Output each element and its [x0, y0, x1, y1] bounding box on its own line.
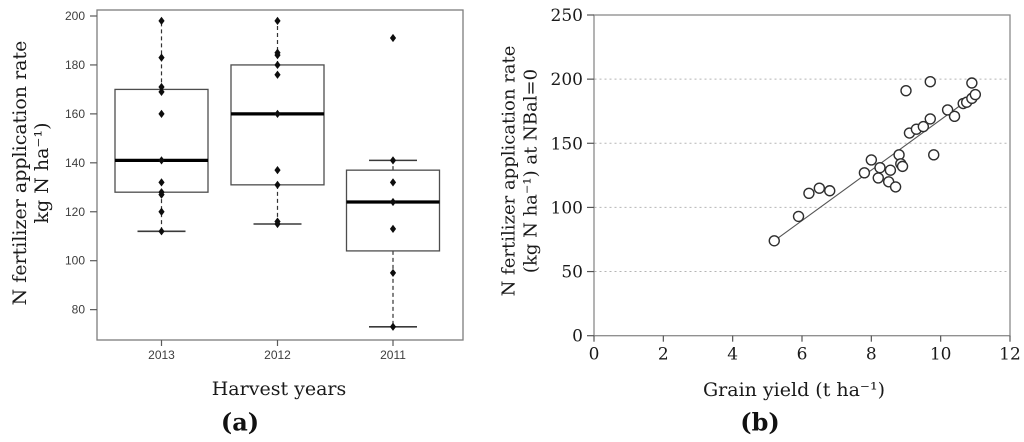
data-point-diamond: [389, 197, 397, 207]
panel-a-x-tick-label: 2011: [380, 348, 406, 362]
panel-b-plot-border: [593, 14, 1011, 337]
data-point-diamond: [274, 51, 281, 60]
trend-line: [770, 92, 978, 244]
data-point-diamond: [158, 190, 165, 199]
scatter-point: [884, 164, 897, 176]
data-point-diamond: [158, 156, 165, 165]
panel-a-y-tick-label: 120: [65, 205, 85, 219]
panel-b-x-tick-label: 4: [727, 345, 738, 365]
data-point-diamond: [158, 178, 165, 187]
data-point-diamond: [274, 60, 281, 70]
scatter-point: [872, 172, 884, 184]
panel-b-x-tick-label: 0: [589, 345, 600, 365]
scatter-point: [813, 182, 826, 194]
panel-a-x-tick-label: 2012: [264, 348, 291, 362]
panel-a-letter: (a): [220, 407, 260, 437]
scatter-point: [924, 113, 936, 125]
panel-b-x-tick-label: 10: [930, 345, 952, 365]
panel-a-x-axis-label: Harvest years: [211, 378, 347, 400]
scatter-point: [889, 181, 902, 193]
panel-b-y-axis-label-line2: (kg N ha⁻¹) at NBal=0: [520, 68, 542, 274]
data-point-diamond: [389, 322, 397, 331]
data-point-diamond: [274, 109, 281, 118]
panel-b-y-axis-label-line1: N fertilizer application rate: [498, 45, 520, 297]
panel-b-x-axis-label: Grain yield (t ha⁻¹): [703, 379, 885, 401]
scatter-point: [803, 187, 815, 200]
panel-b-x-tick-label: 6: [797, 345, 808, 365]
panel-b-y-tick-label: 100: [551, 198, 583, 218]
scatter-point: [792, 210, 805, 223]
panel-b-y-tick-label: 50: [561, 263, 583, 283]
data-point-diamond: [158, 109, 165, 118]
data-point-diamond: [158, 227, 165, 236]
scatter-point: [768, 235, 780, 247]
scatter-point: [924, 76, 936, 88]
scatter-point: [917, 120, 930, 133]
data-point-diamond: [158, 82, 165, 92]
panel-b-y-tick-label: 200: [551, 70, 583, 90]
scatter-point: [948, 110, 961, 123]
scatter-point: [896, 160, 909, 173]
data-point-diamond: [158, 16, 165, 25]
scatter-point: [941, 104, 954, 116]
data-point-diamond: [389, 268, 397, 278]
box: [345, 169, 441, 252]
data-point-diamond: [274, 219, 281, 229]
data-point-diamond: [274, 16, 281, 25]
panel-a-y-tick-label: 180: [65, 58, 85, 72]
panel-b-x-tick-label: 2: [658, 345, 669, 365]
panel-b-y-tick-label: 0: [572, 327, 583, 347]
boxplot-panel-a: 80 100 120 140 160 180 200 2013 2012 2011: [65, 9, 464, 362]
data-point-diamond: [389, 224, 397, 233]
panel-a-y-tick-label: 140: [65, 156, 85, 170]
data-point-diamond: [274, 70, 281, 79]
panel-b-y-tick-label: 250: [551, 6, 583, 26]
panel-a-y-tick-label: 80: [72, 303, 86, 317]
scatter-point: [966, 77, 978, 89]
data-point-diamond: [389, 178, 397, 187]
data-point-diamond: [158, 207, 165, 216]
panel-b-y-tick-label: 150: [551, 134, 583, 154]
scatter-point: [824, 185, 836, 197]
data-point-diamond: [274, 180, 281, 189]
panel-b-x-tick-label: 8: [866, 345, 877, 365]
panel-a-plot-border: [96, 9, 464, 341]
panel-b-x-tick-label: 12: [999, 345, 1021, 365]
scatter-point: [874, 161, 886, 174]
data-point-diamond: [158, 87, 165, 96]
panel-b-letter: (b): [740, 407, 780, 437]
scatter-point: [900, 84, 912, 97]
panel-a-y-tick-label: 100: [65, 254, 85, 268]
panel-a-y-axis-label-line1: N fertilizer application rate: [9, 40, 31, 306]
scatter-point: [858, 167, 871, 179]
panel-a-y-tick-label: 200: [65, 9, 85, 23]
scatter-point: [969, 88, 982, 101]
data-point-diamond: [389, 156, 397, 165]
data-point-diamond: [389, 33, 397, 43]
data-point-diamond: [274, 166, 281, 175]
scatter-point: [865, 154, 878, 166]
panel-a-y-tick-label: 160: [65, 107, 85, 121]
panel-a-y-axis-label-line2: kg N ha⁻¹): [31, 122, 53, 224]
scatter-point: [893, 149, 905, 161]
data-point-diamond: [158, 53, 165, 62]
scatter-point: [928, 149, 940, 161]
panel-a-x-tick-label: 2013: [148, 348, 175, 362]
